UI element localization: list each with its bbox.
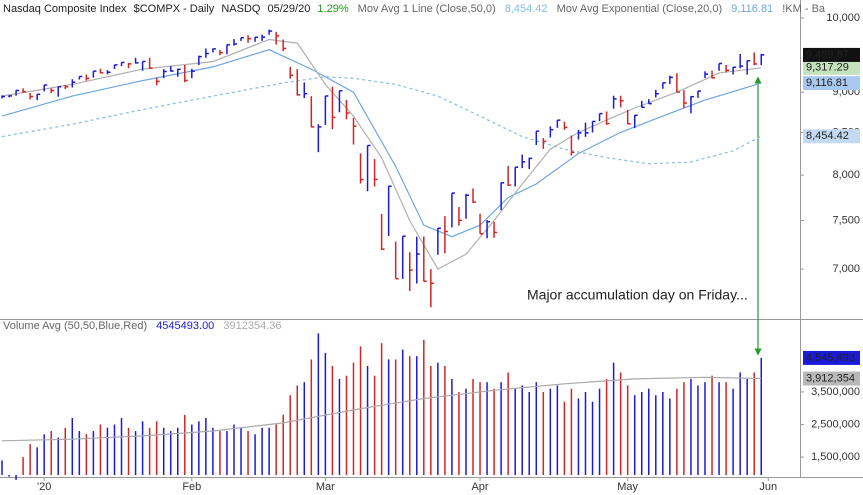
exchange: NASDQ [221, 3, 261, 15]
x-tick-label: Mar [316, 481, 335, 493]
value-tag-label: 9,317.29 [806, 62, 849, 74]
volume-title: Volume Avg (50,50,Blue,Red) [3, 320, 147, 332]
moving-average [1, 38, 762, 270]
header-extra: !KM - Ba [782, 3, 826, 15]
date: 05/29/20 [268, 3, 311, 15]
x-tick-label: Jun [759, 481, 777, 493]
y-tick-label: 10,000 [826, 12, 860, 24]
overlay-name: Mov Avg Exponential (Close,20,0) [557, 3, 723, 15]
y-tick-label: 1,500,000 [811, 451, 860, 463]
x-tick-label: '20 [37, 481, 51, 493]
overlay-name: Mov Avg 1 Line (Close,50,0) [358, 3, 496, 15]
x-tick-label: Apr [471, 481, 488, 493]
value-tag-label: 8,454.42 [806, 130, 849, 142]
title: Nasdaq Composite Index [3, 3, 127, 15]
moving-average [1, 76, 762, 165]
value-tag [803, 76, 860, 91]
y-tick-label: 7,500 [832, 214, 860, 226]
value-tag [803, 371, 860, 386]
volume-average [1, 376, 762, 442]
volume-value: 4545493.00 [156, 320, 214, 332]
value-tag [803, 60, 860, 75]
x-tick-label: May [617, 481, 638, 493]
y-tick-label: 7,000 [832, 263, 860, 275]
y-tick-label: 8,000 [832, 169, 860, 181]
value-tag-label: 3,912,354 [806, 372, 855, 384]
value-tag-label: 9,116.81 [806, 77, 848, 89]
value-tag-label: 4,545,493 [806, 352, 855, 364]
price-header: Nasdaq Composite Index $COMPX - Daily NA… [3, 3, 826, 15]
annotation: Major accumulation day on Friday... [527, 287, 748, 303]
volume-header: Volume Avg (50,50,Blue,Red) 4545493.00 3… [3, 320, 282, 332]
x-tick-label: Feb [182, 481, 201, 493]
value-tag [803, 47, 860, 62]
volume-average-value: 3912354.36 [223, 320, 281, 332]
overlay-value: 9,116.81 [731, 3, 773, 15]
value-tag [803, 350, 860, 365]
symbol: $COMPX - Daily [134, 3, 215, 15]
y-tick-label: 3,500,000 [811, 386, 860, 398]
overlay-value: 8,454.42 [505, 3, 548, 15]
value-tag [803, 129, 860, 144]
y-tick-label: 2,500,000 [811, 418, 860, 430]
value-tag-label: 9,489.87 [806, 49, 849, 61]
change: 1.29% [317, 3, 348, 15]
